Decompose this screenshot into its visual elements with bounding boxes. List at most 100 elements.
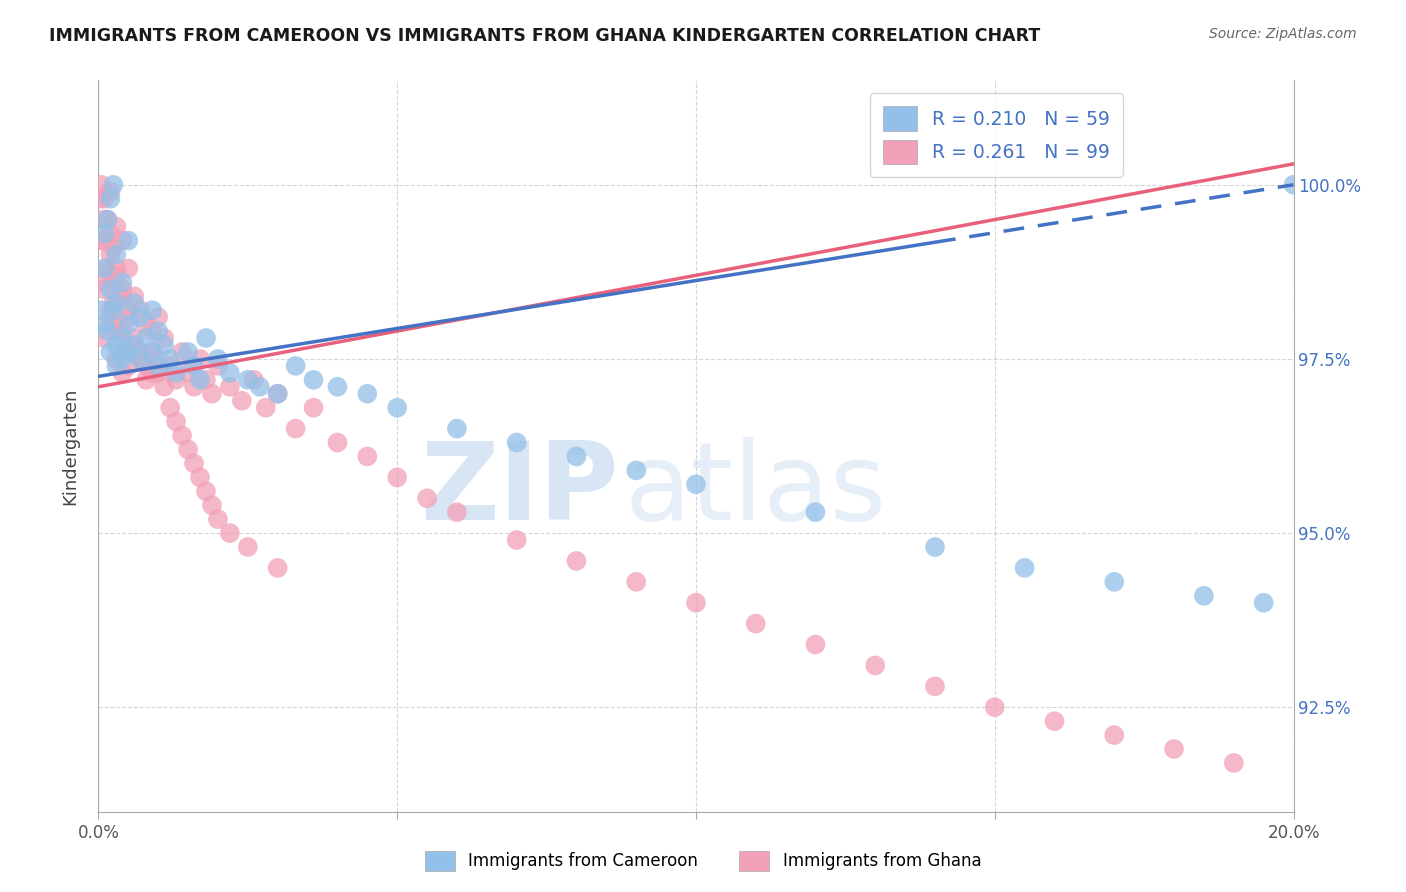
Point — [105, 359, 128, 373]
Point — [105, 247, 128, 261]
Point — [804, 505, 827, 519]
Point — [207, 351, 229, 366]
Point — [924, 540, 946, 554]
Point — [865, 658, 887, 673]
Point — [117, 317, 139, 331]
Point — [172, 345, 194, 359]
Y-axis label: Kindergarten: Kindergarten — [62, 387, 80, 505]
Point — [148, 310, 170, 325]
Point — [249, 380, 271, 394]
Point — [385, 470, 409, 484]
Point — [207, 512, 229, 526]
Point — [183, 380, 205, 394]
Point — [745, 616, 768, 631]
Point — [153, 338, 176, 352]
Point — [1043, 714, 1066, 728]
Point — [165, 366, 187, 380]
Point — [565, 450, 588, 464]
Point — [129, 310, 152, 325]
Point — [135, 373, 157, 387]
Point — [124, 331, 146, 345]
Point — [195, 373, 218, 387]
Point — [177, 442, 200, 457]
Point — [96, 261, 118, 276]
Point — [284, 359, 307, 373]
Point — [117, 261, 139, 276]
Point — [207, 359, 229, 373]
Point — [201, 498, 224, 512]
Point — [626, 463, 648, 477]
Point — [93, 282, 115, 296]
Point — [98, 185, 122, 199]
Point — [356, 386, 378, 401]
Point — [1104, 574, 1126, 589]
Point — [93, 261, 115, 276]
Point — [236, 373, 259, 387]
Point — [124, 338, 146, 352]
Point — [924, 679, 946, 693]
Point — [1282, 178, 1305, 192]
Point — [1253, 596, 1275, 610]
Point — [159, 359, 181, 373]
Point — [90, 178, 112, 192]
Point — [141, 324, 163, 338]
Text: ZIP: ZIP — [420, 437, 619, 543]
Point — [201, 386, 224, 401]
Point — [1104, 728, 1126, 742]
Point — [506, 533, 529, 547]
Point — [117, 359, 139, 373]
Point — [195, 331, 218, 345]
Point — [446, 421, 468, 435]
Point — [96, 324, 118, 338]
Point — [326, 380, 349, 394]
Point — [103, 178, 125, 192]
Point — [254, 401, 277, 415]
Point — [129, 351, 152, 366]
Point — [105, 219, 128, 234]
Point — [804, 638, 827, 652]
Point — [96, 212, 118, 227]
Point — [284, 421, 307, 435]
Point — [98, 303, 122, 318]
Point — [243, 373, 266, 387]
Point — [506, 435, 529, 450]
Point — [177, 366, 200, 380]
Point — [141, 345, 163, 359]
Point — [416, 491, 439, 506]
Point — [183, 457, 205, 471]
Point — [135, 331, 157, 345]
Point — [219, 380, 242, 394]
Point — [148, 366, 170, 380]
Point — [117, 303, 139, 318]
Point — [183, 359, 205, 373]
Point — [111, 234, 134, 248]
Point — [1192, 589, 1215, 603]
Point — [267, 386, 290, 401]
Point — [172, 428, 194, 442]
Point — [105, 338, 128, 352]
Point — [111, 351, 134, 366]
Point — [103, 240, 125, 254]
Point — [111, 289, 134, 303]
Point — [103, 296, 125, 310]
Point — [148, 359, 170, 373]
Point — [685, 596, 707, 610]
Point — [98, 192, 122, 206]
Point — [93, 331, 115, 345]
Point — [1163, 742, 1185, 756]
Point — [135, 359, 157, 373]
Point — [93, 227, 115, 241]
Point — [326, 435, 349, 450]
Point — [267, 561, 290, 575]
Point — [103, 303, 125, 318]
Point — [98, 247, 122, 261]
Point — [188, 470, 211, 484]
Point — [117, 234, 139, 248]
Point — [105, 351, 128, 366]
Point — [148, 324, 170, 338]
Point — [984, 700, 1007, 714]
Point — [90, 234, 112, 248]
Point — [177, 345, 200, 359]
Point — [98, 282, 122, 296]
Legend: Immigrants from Cameroon, Immigrants from Ghana: Immigrants from Cameroon, Immigrants fro… — [416, 842, 990, 880]
